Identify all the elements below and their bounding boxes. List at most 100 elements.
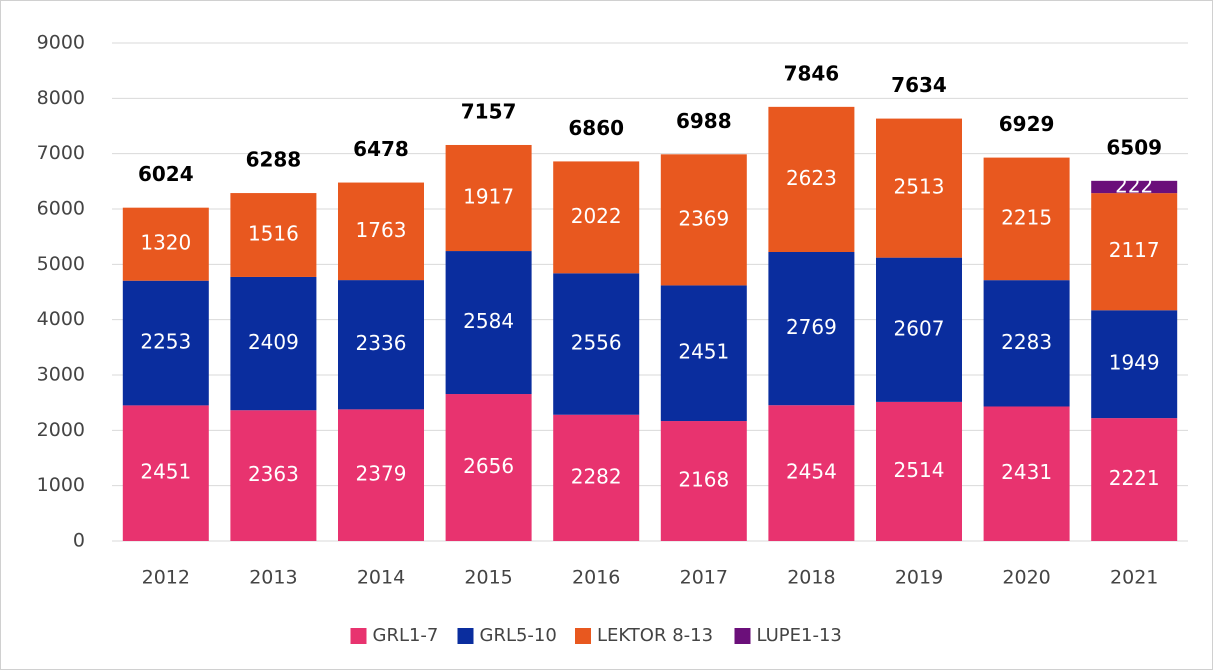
data-label: 2253	[140, 330, 191, 354]
total-label: 6860	[568, 116, 624, 140]
legend-label: LEKTOR 8-13	[597, 625, 713, 646]
legend-swatch	[575, 628, 591, 644]
data-label: 2623	[786, 166, 837, 190]
data-label: 2556	[571, 331, 622, 355]
bar-segment	[230, 193, 317, 277]
x-tick-label: 2013	[249, 567, 297, 589]
y-tick-label: 7000	[37, 142, 85, 164]
bar-segment	[338, 182, 424, 281]
x-tick-label: 2016	[572, 567, 620, 589]
data-label: 2221	[1109, 466, 1160, 490]
legend-swatch	[457, 628, 474, 644]
data-label: 2409	[248, 330, 299, 354]
bar-segment	[768, 251, 855, 406]
data-label: 2584	[463, 309, 514, 333]
bar-segment	[1091, 310, 1178, 419]
total-label: 6929	[999, 112, 1055, 136]
bar-segment	[553, 273, 640, 415]
bar-segment	[230, 410, 317, 541]
total-label: 6509	[1106, 135, 1162, 159]
bar-segment	[983, 406, 1070, 541]
bar-segment	[768, 106, 855, 252]
x-tick-label: 2014	[357, 567, 405, 589]
bar-segment	[445, 144, 532, 252]
data-label: 2656	[463, 454, 514, 478]
x-tick-label: 2020	[1002, 567, 1050, 589]
x-tick-label: 2017	[680, 567, 728, 589]
bar-segment	[876, 257, 962, 402]
bar-segment	[122, 405, 209, 541]
bar-segment	[338, 280, 424, 410]
bar-segment	[768, 405, 855, 541]
total-label: 6988	[676, 109, 732, 133]
x-tick-label: 2015	[464, 567, 512, 589]
total-label: 6288	[246, 148, 302, 172]
legend-swatch	[734, 628, 751, 644]
total-label: 6478	[353, 137, 409, 161]
data-label: 1917	[463, 185, 514, 209]
data-label: 2369	[678, 206, 729, 230]
bar-segment	[1091, 193, 1178, 311]
bar-segment	[122, 207, 209, 281]
x-tick-label: 2012	[142, 567, 190, 589]
bar-segment	[338, 409, 424, 541]
legend-label: GRL5-10	[480, 625, 557, 646]
bar-segment	[660, 421, 747, 541]
bar-segment	[122, 280, 209, 406]
data-label: 2514	[894, 458, 945, 482]
bar-segment	[876, 118, 962, 258]
x-tick-label: 2018	[787, 567, 835, 589]
bar-segment	[445, 251, 532, 395]
y-tick-label: 9000	[37, 32, 85, 54]
bar-segment	[876, 401, 962, 541]
data-label: 2363	[248, 462, 299, 486]
data-label: 2168	[678, 468, 729, 492]
legend-swatch	[350, 628, 367, 644]
data-label: 2117	[1109, 238, 1160, 262]
bar-segment	[553, 161, 640, 274]
y-tick-label: 8000	[37, 87, 85, 109]
x-tick-label: 2021	[1110, 567, 1158, 589]
data-label: 1763	[356, 218, 407, 242]
data-label: 2607	[894, 316, 945, 340]
total-label: 7634	[891, 73, 947, 97]
y-tick-label: 3000	[37, 364, 85, 386]
legend-label: LUPE1-13	[757, 625, 842, 646]
bar-segment	[660, 285, 747, 422]
bar-segment	[230, 276, 317, 411]
data-label: 2454	[786, 460, 837, 484]
data-label: 1320	[140, 231, 191, 255]
data-label: 2215	[1001, 205, 1052, 229]
total-label: 6024	[138, 162, 194, 186]
data-label: 1949	[1109, 351, 1160, 375]
data-label: 2379	[356, 462, 407, 486]
y-tick-label: 0	[73, 530, 85, 552]
data-label: 2022	[571, 204, 622, 228]
data-label: 2451	[140, 460, 191, 484]
y-tick-label: 5000	[37, 253, 85, 275]
total-label: 7157	[461, 99, 517, 123]
data-label: 2282	[571, 464, 622, 488]
data-label: 2513	[894, 175, 945, 199]
bar-segment	[983, 157, 1070, 281]
bar-segment	[445, 394, 532, 541]
data-label: 222	[1115, 173, 1153, 197]
x-tick-label: 2019	[895, 567, 943, 589]
bar-segment	[553, 414, 640, 541]
data-label: 2336	[356, 331, 407, 355]
total-label: 7846	[784, 61, 840, 85]
bar-segment	[1091, 418, 1178, 541]
legend-label: GRL1-7	[373, 625, 439, 646]
bar-segment	[660, 154, 747, 286]
y-tick-label: 6000	[37, 198, 85, 220]
data-label: 2769	[786, 315, 837, 339]
bar-segment	[983, 280, 1070, 407]
data-label: 2451	[678, 340, 729, 364]
y-tick-label: 2000	[37, 419, 85, 441]
y-tick-label: 4000	[37, 308, 85, 330]
data-label: 2431	[1001, 460, 1052, 484]
y-tick-label: 1000	[37, 474, 85, 496]
data-label: 2283	[1001, 330, 1052, 354]
data-label: 1516	[248, 222, 299, 246]
